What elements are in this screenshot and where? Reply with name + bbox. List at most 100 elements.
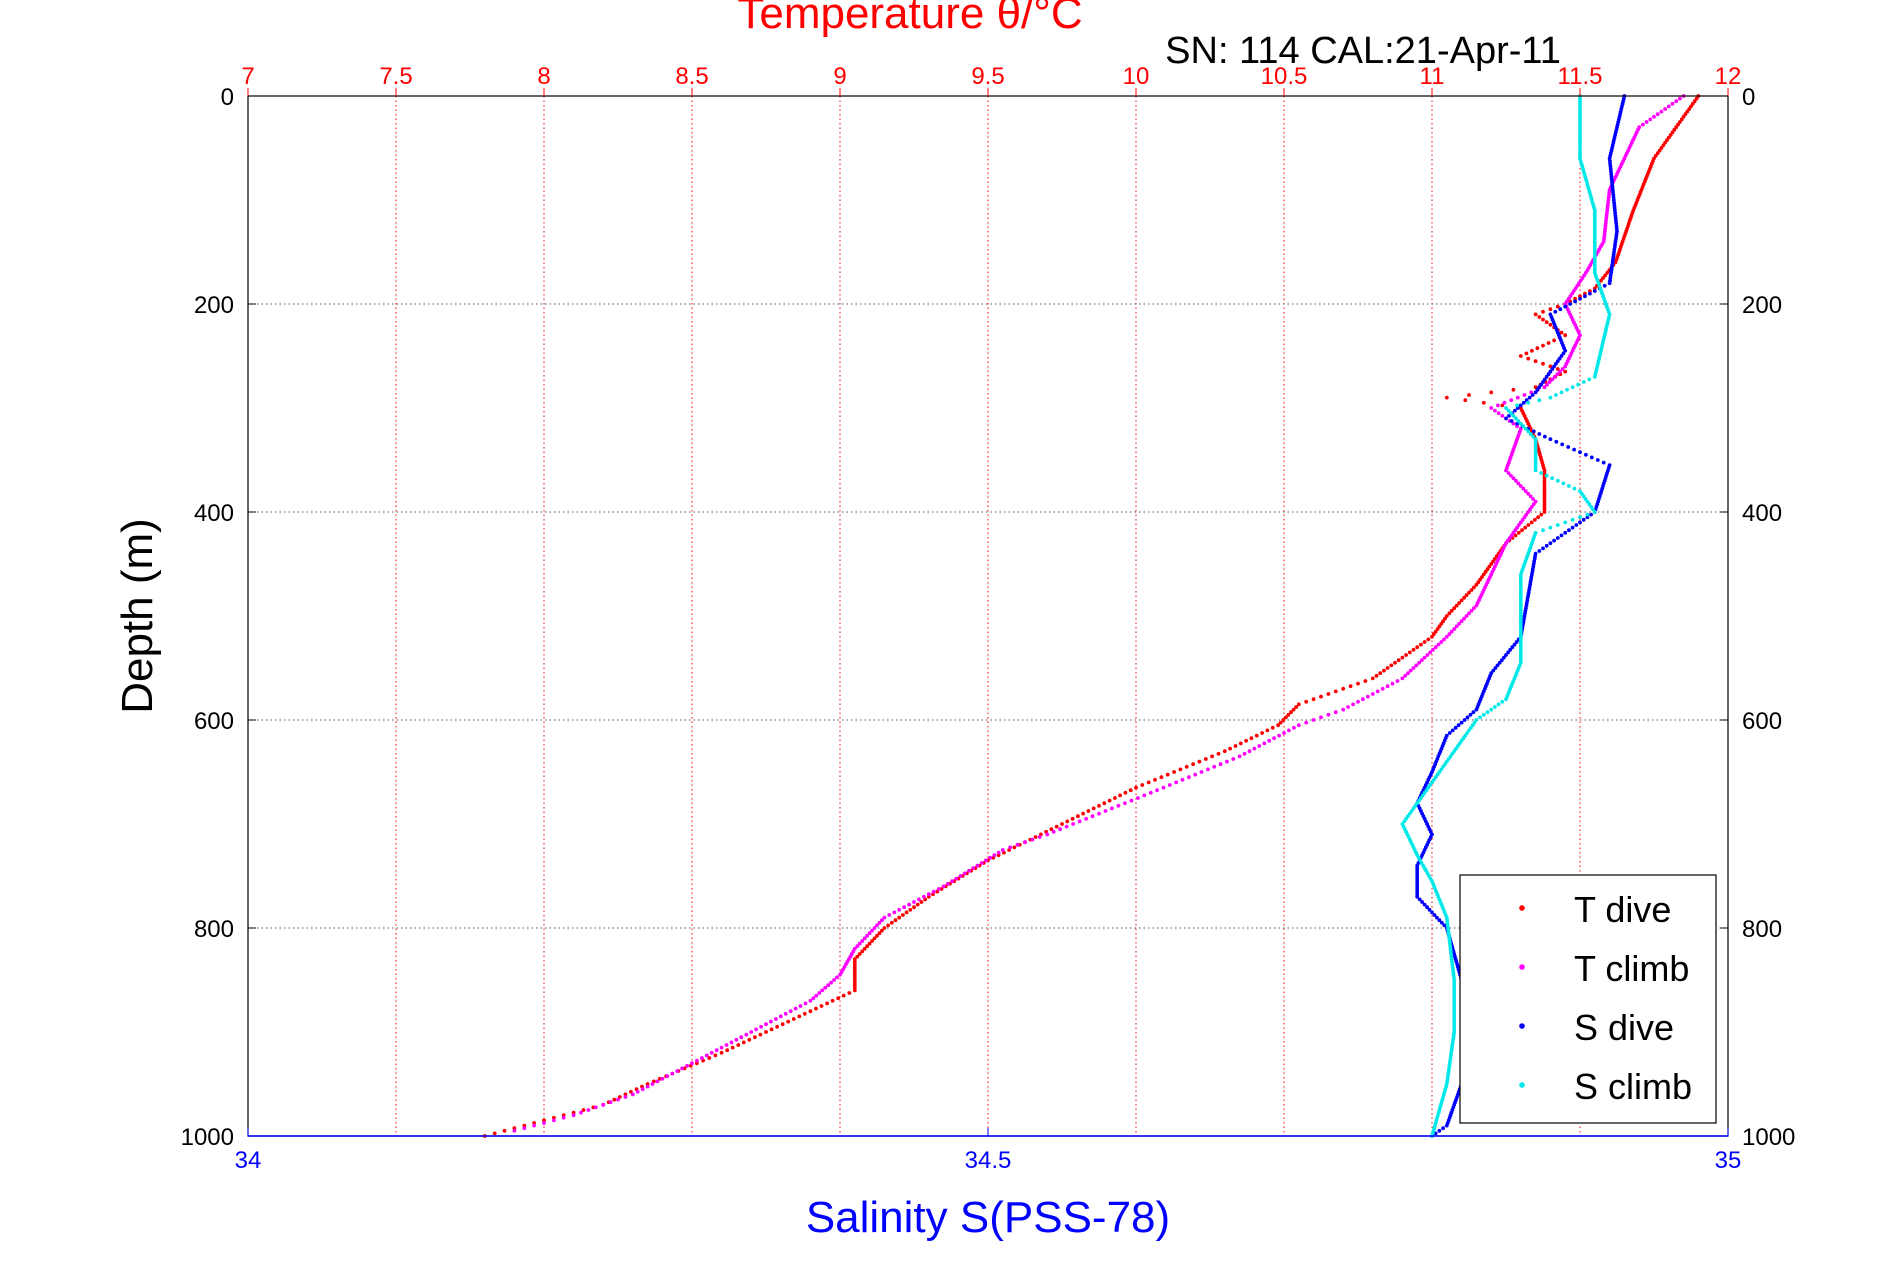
t-climb-point xyxy=(1659,109,1664,114)
t-climb-point xyxy=(907,902,911,907)
t-dive-point xyxy=(1552,338,1556,343)
s-climb-point xyxy=(1518,640,1523,644)
t-climb-point xyxy=(892,910,897,915)
t-dive-point xyxy=(1363,679,1368,683)
s-dive-point xyxy=(1537,549,1542,553)
t-dive-point xyxy=(780,1022,785,1027)
t-dive-point xyxy=(1203,757,1208,761)
t-dive-point xyxy=(852,970,857,975)
s-climb-point xyxy=(1578,127,1582,132)
t-dive-point xyxy=(867,941,872,946)
s-climb-point xyxy=(1592,263,1597,267)
instrument-subtitle: SN: 114 CAL:21-Apr-11 xyxy=(1165,30,1561,72)
s-dive-point xyxy=(1544,543,1549,548)
t-climb-point xyxy=(1366,694,1370,699)
t-dive-point xyxy=(1294,705,1299,709)
t-dive-point xyxy=(1516,530,1521,535)
t-climb-point xyxy=(690,1061,694,1066)
salinity-tick-label: 34 xyxy=(235,1147,262,1174)
s-climb-point xyxy=(1578,101,1582,106)
s-climb-point xyxy=(1523,426,1528,431)
t-dive-point xyxy=(1555,367,1560,371)
t-climb-point xyxy=(700,1056,704,1060)
t-climb-point xyxy=(1206,767,1210,772)
t-dive-point xyxy=(1404,653,1408,657)
t-dive-point xyxy=(1407,650,1412,655)
t-dive-point xyxy=(1480,575,1484,579)
t-dive-point xyxy=(1541,309,1545,314)
s-dive-point xyxy=(1570,525,1575,530)
t-dive-point xyxy=(1419,642,1423,647)
s-climb-point xyxy=(1592,234,1597,239)
t-climb-point xyxy=(561,1115,566,1120)
t-climb-point xyxy=(1648,117,1653,122)
s-dive-point xyxy=(1592,289,1597,293)
t-dive-point xyxy=(1172,770,1176,774)
t-climb-point xyxy=(1521,486,1526,491)
t-climb-point xyxy=(665,1074,670,1079)
s-dive-point xyxy=(1442,923,1447,928)
t-dive-point xyxy=(1524,351,1529,356)
t-dive-point xyxy=(741,1040,746,1045)
t-climb-point xyxy=(1174,780,1179,785)
s-climb-point xyxy=(1592,250,1597,254)
t-climb-point xyxy=(1496,403,1500,408)
s-climb-point xyxy=(1528,432,1533,436)
t-dive-point xyxy=(1462,595,1466,600)
t-dive-point xyxy=(1286,712,1291,717)
t-dive-point xyxy=(1452,606,1457,611)
t-climb-point xyxy=(709,1050,714,1055)
depth-tick-label: 0 xyxy=(1742,84,1755,111)
t-climb-point xyxy=(680,1066,684,1071)
s-climb-point xyxy=(1591,507,1595,512)
t-dive-point xyxy=(1536,515,1540,520)
t-climb-point xyxy=(1231,757,1236,761)
t-dive-point xyxy=(852,975,857,980)
t-dive-point xyxy=(855,954,860,959)
t-climb-point xyxy=(1395,679,1400,683)
t-dive-point xyxy=(1319,694,1323,699)
t-dive-point xyxy=(852,959,857,964)
t-climb-point xyxy=(1252,746,1257,751)
t-climb-point xyxy=(1652,114,1656,119)
t-climb-point xyxy=(882,915,887,920)
t-climb-point xyxy=(1500,413,1505,418)
t-climb-point xyxy=(1520,517,1525,522)
legend: T dive T climb S dive S climb xyxy=(1459,874,1717,1124)
s-climb-point xyxy=(1452,1022,1457,1027)
t-dive-point xyxy=(1123,790,1128,795)
s-dive-point xyxy=(1527,395,1532,400)
t-dive-point xyxy=(852,967,857,972)
s-dive-point xyxy=(1561,351,1566,356)
legend-label-t-climb: T climb xyxy=(1574,948,1689,989)
s-climb-point xyxy=(1452,1019,1457,1024)
t-dive-point xyxy=(1476,580,1481,585)
t-dive-point xyxy=(1474,582,1479,587)
s-climb-point xyxy=(1518,603,1523,608)
s-dive-point xyxy=(1415,871,1420,876)
s-climb-point xyxy=(1578,96,1582,101)
t-dive-point xyxy=(996,853,1001,858)
s-dive-point xyxy=(1471,710,1476,715)
s-dive-point xyxy=(1425,905,1429,910)
s-climb-point xyxy=(1452,993,1457,998)
s-dive-point xyxy=(1574,523,1579,527)
s-climb-point xyxy=(1515,403,1519,408)
s-climb-point xyxy=(1504,697,1508,702)
t-climb-point xyxy=(838,972,842,977)
t-climb-point xyxy=(522,1126,527,1131)
s-climb-point xyxy=(1478,715,1482,720)
t-dive-point xyxy=(1541,361,1545,366)
s-climb-point xyxy=(1452,978,1457,982)
depth-tick-label: 600 xyxy=(194,708,234,735)
t-dive-point xyxy=(623,1092,628,1097)
s-climb-point xyxy=(1592,216,1597,221)
s-climb-point xyxy=(1413,803,1418,808)
t-climb-point xyxy=(1452,627,1457,631)
t-dive-point xyxy=(1076,814,1080,819)
t-climb-point xyxy=(1558,369,1562,374)
t-climb-point xyxy=(1375,689,1380,694)
t-dive-point xyxy=(841,993,846,998)
s-climb-point xyxy=(1420,793,1425,798)
t-climb-point xyxy=(1142,793,1147,798)
